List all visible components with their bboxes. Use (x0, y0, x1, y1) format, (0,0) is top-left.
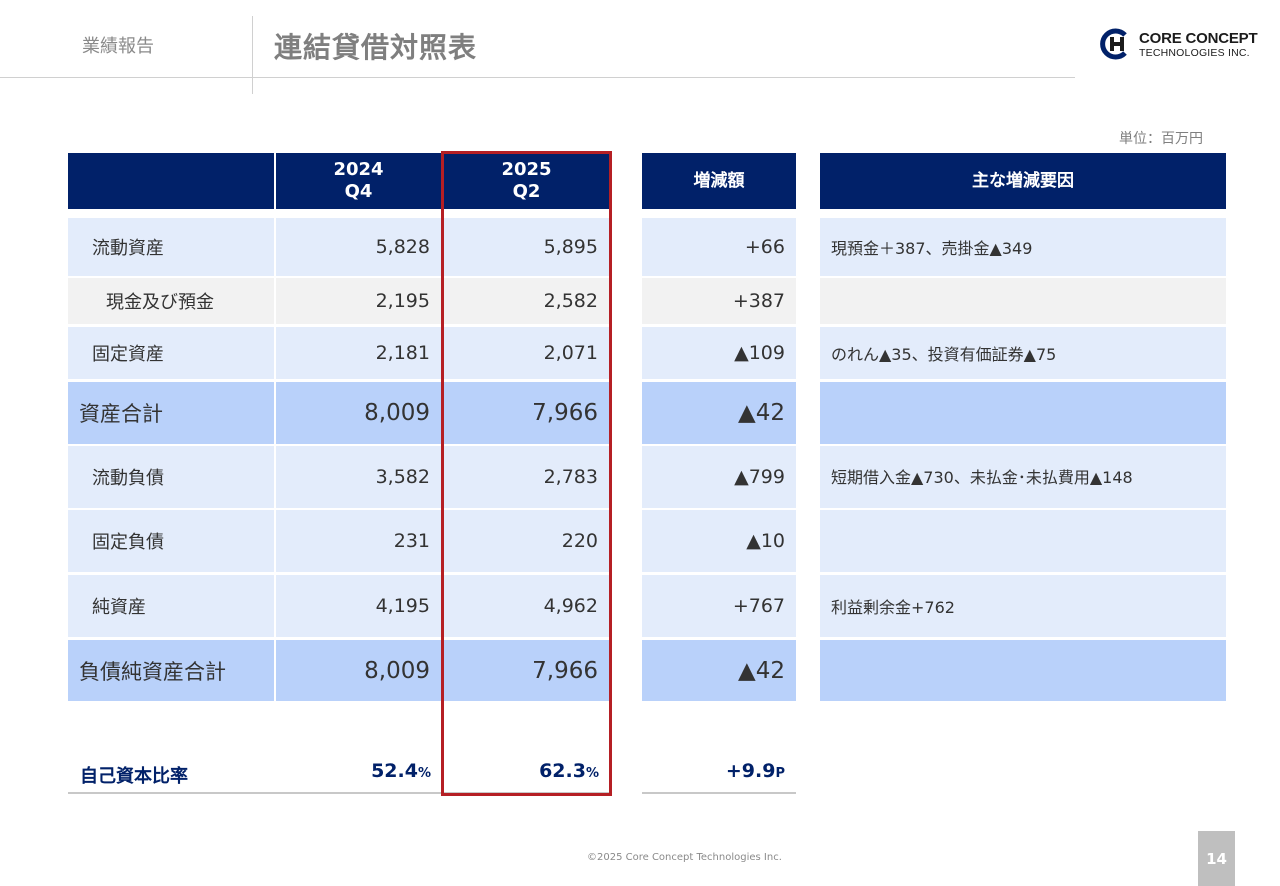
equity-ratio-change-underline (642, 792, 796, 794)
value-2024q4: 8,009 (276, 382, 441, 444)
change-reason (820, 382, 1226, 444)
value-2024q4: 2,181 (276, 327, 441, 379)
percent-suffix: % (585, 766, 599, 781)
change-reason: のれん▲35、投資有価証券▲75 (820, 327, 1226, 379)
change-value: +387 (642, 278, 796, 324)
row-label: 流動資産 (68, 218, 274, 276)
equity-ratio-2024q4-value: 52.4 (371, 760, 418, 782)
value-2024q4: 231 (276, 510, 441, 572)
row-label-total: 資産合計 (68, 382, 274, 444)
equity-ratio-change: +9.9P (660, 760, 785, 782)
row-label-total: 負債純資産合計 (68, 640, 274, 701)
equity-ratio-underline (68, 792, 610, 794)
value-2025q2: 220 (444, 510, 609, 572)
change-reason (820, 640, 1226, 701)
change-value: +66 (642, 218, 796, 276)
value-2025q2: 2,783 (444, 446, 609, 508)
value-2024q4: 5,828 (276, 218, 441, 276)
change-reason: 短期借入金▲730、未払金･未払費用▲148 (820, 446, 1226, 508)
change-value: ▲10 (642, 510, 796, 572)
header-2025q2-quarter: Q2 (512, 181, 541, 202)
header-2025q2-year: 2025 (501, 159, 552, 180)
value-2025q2: 4,962 (444, 575, 609, 637)
header-rule (0, 77, 1075, 78)
header-2025q2: 2025 Q2 (444, 153, 609, 209)
percent-suffix: % (417, 766, 431, 781)
page-title: 連結貸借対照表 (274, 31, 478, 64)
header-2024q4-quarter: Q4 (344, 181, 373, 202)
value-2025q2: 7,966 (444, 382, 609, 444)
change-reason: 現預金＋387、売掛金▲349 (820, 218, 1226, 276)
equity-ratio-label: 自己資本比率 (80, 766, 188, 787)
row-label: 純資産 (68, 575, 274, 637)
value-2024q4: 4,195 (276, 575, 441, 637)
header-divider (252, 16, 253, 94)
change-reason: 利益剰余金+762 (820, 575, 1226, 637)
section-label: 業績報告 (82, 36, 154, 57)
header-2024q4-year: 2024 (333, 159, 384, 180)
header-2024q4: 2024 Q4 (276, 153, 441, 209)
row-label: 固定資産 (68, 327, 274, 379)
equity-ratio-2025q2-value: 62.3 (539, 760, 586, 782)
value-2025q2: 5,895 (444, 218, 609, 276)
equity-ratio-2024q4: 52.4% (300, 760, 431, 782)
row-label: 流動負債 (68, 446, 274, 508)
change-value: +767 (642, 575, 796, 637)
logo-text-sub: TECHNOLOGIES INC. (1139, 47, 1250, 59)
equity-ratio-change-value: +9.9 (725, 760, 776, 782)
equity-ratio-2025q2: 62.3% (468, 760, 599, 782)
value-2025q2: 2,582 (444, 278, 609, 324)
row-label: 現金及び預金 (68, 278, 274, 324)
change-value: ▲799 (642, 446, 796, 508)
page-number: 14 (1198, 831, 1235, 886)
value-2025q2: 7,966 (444, 640, 609, 701)
unit-label: 単位：百万円 (1119, 131, 1203, 147)
change-reason (820, 278, 1226, 324)
header-change: 増減額 (642, 153, 796, 209)
change-value: ▲42 (642, 382, 796, 444)
change-reason (820, 510, 1226, 572)
value-2024q4: 2,195 (276, 278, 441, 324)
header-reason: 主な増減要因 (820, 153, 1226, 209)
logo-text-main: CORE CONCEPT (1139, 30, 1258, 47)
header-blank (68, 153, 274, 209)
highlight-frame-2025q2 (441, 151, 612, 796)
company-logo: CORE CONCEPT TECHNOLOGIES INC. (1098, 26, 1268, 64)
point-suffix: P (775, 766, 785, 781)
change-value: ▲42 (642, 640, 796, 701)
value-2024q4: 8,009 (276, 640, 441, 701)
row-label: 固定負債 (68, 510, 274, 572)
value-2025q2: 2,071 (444, 327, 609, 379)
value-2024q4: 3,582 (276, 446, 441, 508)
copyright-text: ©2025 Core Concept Technologies Inc. (587, 852, 782, 863)
change-value: ▲109 (642, 327, 796, 379)
logo-mark-icon (1100, 28, 1127, 60)
